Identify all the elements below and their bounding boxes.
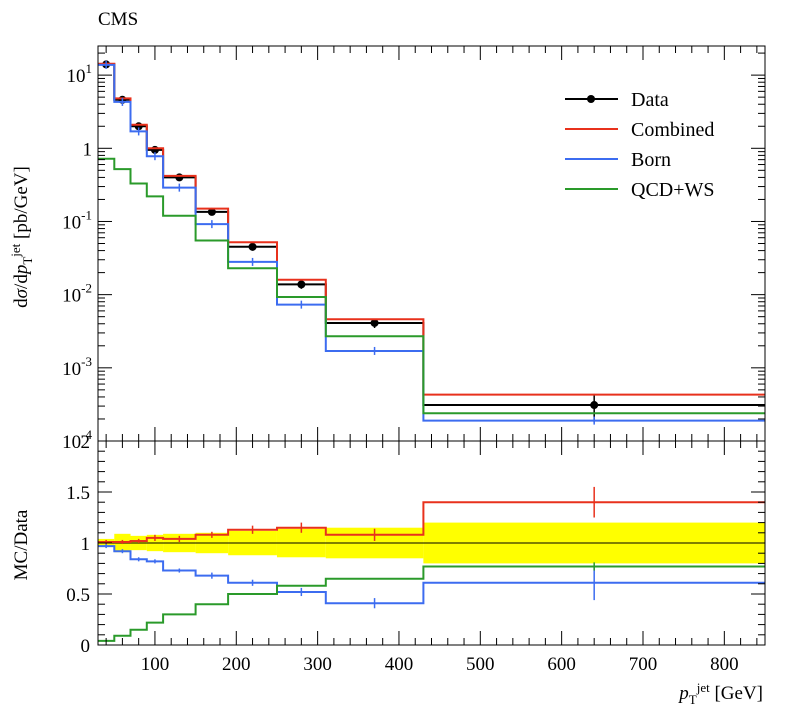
lower-y-tick-label: 1 (81, 534, 91, 555)
x-tick-label: 200 (222, 654, 251, 675)
data-point (207, 207, 216, 216)
lower-y-tick-label: 0.5 (66, 585, 90, 606)
legend-label: Born (631, 149, 671, 171)
series-combined (98, 62, 765, 396)
upper-y-tick-label: 10-1 (62, 207, 92, 233)
series-data-line (98, 63, 765, 406)
lower-y-tick-label: 0 (81, 636, 91, 657)
x-tick-label: 800 (710, 654, 739, 675)
x-tick-label: 700 (629, 654, 658, 675)
x-tick-label: 600 (547, 654, 576, 675)
upper-y-tick-label: 10-3 (62, 354, 92, 380)
data-point (248, 242, 257, 251)
legend-entry-born: Born (565, 149, 671, 171)
upper-y-tick-label: 10-2 (62, 281, 92, 307)
ratio-born-line (98, 545, 765, 605)
legend-entry-combined: Combined (565, 119, 714, 141)
series-qcd-ws-line (98, 157, 765, 415)
legend-label: Combined (631, 119, 714, 141)
upper-y-tick-label: 10-4 (62, 427, 92, 453)
experiment-label: CMS (98, 9, 138, 30)
series-born (98, 60, 765, 425)
data-point (175, 173, 184, 182)
legend-label: QCD+WS (631, 179, 715, 201)
upper-y-tick-label: 1 (83, 139, 93, 160)
data-point (590, 401, 599, 410)
data-point (297, 280, 306, 289)
upper-y-tick-label: 101 (67, 61, 93, 87)
x-tick-label: 400 (385, 654, 414, 675)
legend-marker (587, 95, 595, 103)
upper-y-axis-title: dσ/dpTjet [pb/GeV] (8, 166, 35, 308)
ratio-combined-line (98, 501, 765, 543)
x-tick-label: 300 (303, 654, 332, 675)
legend-label: Data (631, 89, 669, 111)
legend-entry-qcd-ws: QCD+WS (565, 179, 715, 201)
legend: Data Combined Born QCD+WS (565, 89, 715, 201)
x-axis-title: pTjet [GeV] (677, 680, 763, 707)
legend-entry-data: Data (565, 89, 669, 111)
series-combined-line (98, 62, 765, 396)
ratio-born (98, 544, 765, 609)
lower-y-tick-label: 1.5 (66, 483, 90, 504)
lower-y-axis-title: MC/Data (11, 509, 32, 580)
ratio-qcd-ws-line (98, 565, 765, 642)
series-born-line (98, 63, 765, 422)
x-tick-label: 100 (141, 654, 170, 675)
data-point (370, 318, 379, 327)
x-tick-label: 500 (466, 654, 495, 675)
series-qcd-ws (98, 157, 765, 415)
ratio-combined (98, 486, 765, 545)
lower-y-tick-label: 2 (81, 432, 91, 453)
lower-panel-frame (97, 440, 766, 646)
ratio-qcd-ws (98, 562, 765, 642)
